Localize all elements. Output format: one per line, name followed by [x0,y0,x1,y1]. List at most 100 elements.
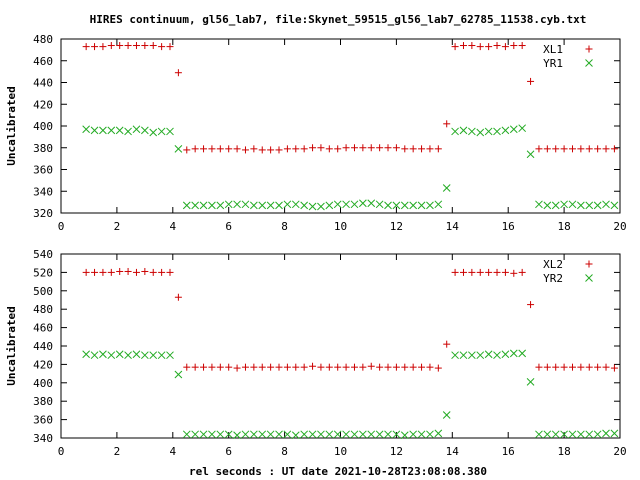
plot-1-point [459,42,467,50]
plot-2-point [543,430,552,439]
plot-1-y-tick-label: 360 [33,164,53,177]
plot-2-point [350,430,359,439]
plot-2-point [568,363,576,371]
plot-2-point [275,363,283,371]
plot-1-point [560,145,568,153]
plot-2-point [442,411,451,419]
plot-1-point [317,144,325,152]
plot-1-point [141,42,149,50]
plot-1-y-tick-label: 400 [33,120,53,133]
plot-2-legend-marker [585,274,593,282]
plot-1-point [602,200,610,209]
plot-2-point [459,351,468,360]
plot-1-point [468,127,476,136]
plot-2-point [409,363,417,371]
plot-1-point [509,125,518,134]
plot-1-point [241,146,249,154]
plot-2-point [384,363,392,371]
plot-2-point [426,430,434,439]
plot-1-point [594,145,602,153]
plot-1-point [400,201,409,210]
plot-1-point [317,202,325,211]
plot-2-y-tick-label: 420 [33,358,53,371]
plot-2-point [392,430,401,439]
plot-2-point [400,431,409,440]
plot-2-point [543,363,551,371]
plot-2-point [342,363,350,371]
plot-1-point [132,42,140,50]
plot-2-point [418,363,426,371]
plot-1-point [308,202,317,211]
plot-1-point [82,43,90,51]
plot-2-point [577,363,585,371]
plot-1-point [434,200,443,209]
plot-1-point [485,43,493,51]
plot-2-point [585,430,594,439]
plot-2-point [535,363,543,371]
plot-1-point [216,145,224,153]
plot-1-x-tick-label: 8 [281,220,288,233]
plot-1-point [334,145,342,153]
plot-2-point [493,268,501,276]
plot-2-point [250,430,258,439]
plot-2-point [140,351,149,360]
plot-1-legend-label: YR1 [543,57,563,70]
plot-2-point [291,431,300,440]
plot-2-point [216,363,224,371]
plot-1-point [593,201,602,210]
plot-2-y-tick-label: 480 [33,303,53,316]
plot-2-point [602,363,610,371]
plot-1-point [577,145,585,153]
plot-2-x-tick-label: 12 [390,445,403,458]
plot-2-point [468,268,476,276]
plot-1-point [174,69,182,77]
plot-2-point [518,268,526,276]
plot-1-point [384,201,392,210]
plot-2-point [560,430,568,439]
plot-1-point [359,199,367,208]
plot-2-x-tick-label: 0 [58,445,65,458]
plot-1-point [426,201,434,210]
plot-1-point [241,200,250,209]
plot-1-point [132,125,141,134]
plot-2-point [166,351,174,360]
plot-1-y-tick-label: 480 [33,33,53,46]
plot-1-point [225,145,233,153]
plot-2-legend-label: YR2 [543,272,563,285]
plot-1-point [568,200,577,209]
plot-2-point [283,430,292,439]
plot-1-point [250,145,258,153]
plot-1-point [291,200,300,209]
plot-2-y-tick-label: 500 [33,285,53,298]
plot-1-y-tick-label: 440 [33,77,53,90]
plot-2-point [501,350,510,359]
plot-1-point [376,144,384,152]
plot-2-point [451,351,459,360]
plot-1-point [99,126,107,135]
plot-1-point [375,200,384,209]
plot-2-point [166,268,174,276]
plot-1-point [493,127,501,136]
plot-1-point [551,201,560,210]
plot-2-point [526,378,535,386]
plot-2-point [149,351,158,360]
plot-1-point [266,201,275,210]
plot-2-x-tick-label: 14 [446,445,460,458]
plot-1-point [409,201,418,210]
plot-1-point [250,201,258,210]
x-axis-label: rel seconds : UT date 2021-10-28T23:08:0… [189,465,487,478]
plot-1-point [292,145,300,153]
plot-2-point [233,431,241,440]
plot-1-point [191,201,200,210]
plot-2-point [593,430,602,439]
plot-2-point [158,268,166,276]
plot-1-point [224,200,233,209]
plot-1-y-tick-label: 460 [33,55,53,68]
plot-2-point [149,268,157,276]
plot-1-point [392,201,401,210]
plot-2-point [258,363,266,371]
plot-2-point [367,362,375,370]
plot-1-point [510,42,518,50]
plot-1: 0 2 4 6 8 10 12 14 16 18 20 320 340 360 380 400 420 440 46… [5,33,627,233]
chart-title: HIRES continuum, gl56_lab7, file:Skynet_… [90,13,587,26]
